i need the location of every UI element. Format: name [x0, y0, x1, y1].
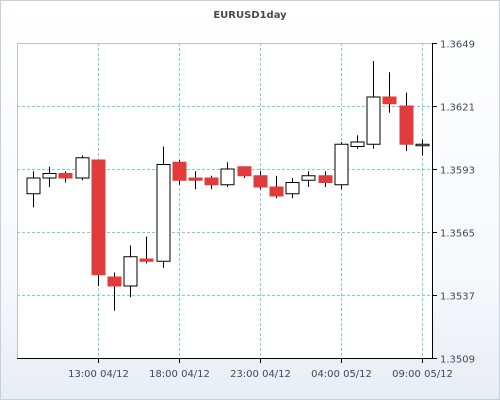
candle-body-down	[399, 105, 414, 145]
y-tick-label: 1.3649	[440, 40, 475, 51]
candle-body-up	[350, 141, 365, 147]
candle	[172, 160, 187, 185]
candle-body-up	[334, 143, 349, 186]
candle-body-up	[156, 164, 171, 262]
candle-body-down	[107, 276, 122, 287]
y-tick-label: 1.3537	[440, 292, 475, 303]
candle	[107, 272, 122, 311]
x-tick-label: 09:00 05/12	[392, 369, 453, 380]
candle	[301, 171, 316, 187]
candle	[237, 166, 252, 178]
candle-body-down	[139, 258, 154, 262]
x-tick-label: 13:00 04/12	[68, 369, 129, 380]
candle-body-down	[91, 159, 106, 276]
y-tick-label: 1.3509	[440, 355, 475, 366]
candle	[285, 178, 300, 199]
candle	[350, 135, 365, 149]
candle	[399, 92, 414, 151]
candles	[26, 61, 430, 311]
candle-body-down	[188, 177, 203, 181]
chart-title: EURUSD1day	[213, 10, 287, 21]
candle-body-down	[237, 166, 252, 177]
candle-body-down	[172, 161, 187, 181]
candle-body-up	[26, 177, 41, 195]
candle	[188, 171, 203, 190]
candle-body-down	[382, 96, 397, 105]
candle	[139, 236, 154, 264]
candle	[42, 166, 57, 187]
plot-area	[17, 43, 432, 358]
candle-body-up	[220, 168, 235, 186]
candle	[253, 171, 268, 190]
candle	[220, 162, 235, 187]
candle-body-down	[58, 173, 73, 179]
candle	[75, 155, 90, 181]
candle	[91, 159, 106, 286]
candle	[382, 72, 397, 113]
candle-body-down	[318, 175, 333, 183]
y-tick-label: 1.3593	[440, 166, 475, 177]
candle	[415, 139, 430, 156]
y-tick-label: 1.3565	[440, 229, 475, 240]
candle-body-down	[253, 175, 268, 188]
candle	[366, 61, 381, 149]
candle	[123, 245, 138, 298]
candle-body-up	[285, 182, 300, 195]
y-tick-label: 1.3621	[440, 103, 475, 114]
candle	[156, 146, 171, 268]
candle-body-up	[42, 173, 57, 179]
candle-body-down	[269, 186, 284, 197]
candle	[334, 142, 349, 190]
candle-body-up	[301, 175, 316, 181]
candle-body-up	[415, 143, 430, 147]
candle-body-down	[204, 177, 219, 186]
candle	[269, 175, 284, 199]
x-tick-label: 04:00 05/12	[311, 369, 372, 380]
x-tick-label: 23:00 04/12	[230, 369, 291, 380]
x-tick-label: 18:00 04/12	[149, 369, 210, 380]
candle	[58, 171, 73, 183]
candle-body-up	[123, 256, 138, 287]
candle	[204, 175, 219, 190]
candle	[318, 171, 333, 187]
candle-body-up	[366, 96, 381, 145]
axes: 1.3649 1.3621 1.3593 1.3565 1.3537 1.3509 13:0…	[17, 40, 475, 380]
candle	[26, 171, 41, 208]
candle-body-up	[75, 157, 90, 179]
